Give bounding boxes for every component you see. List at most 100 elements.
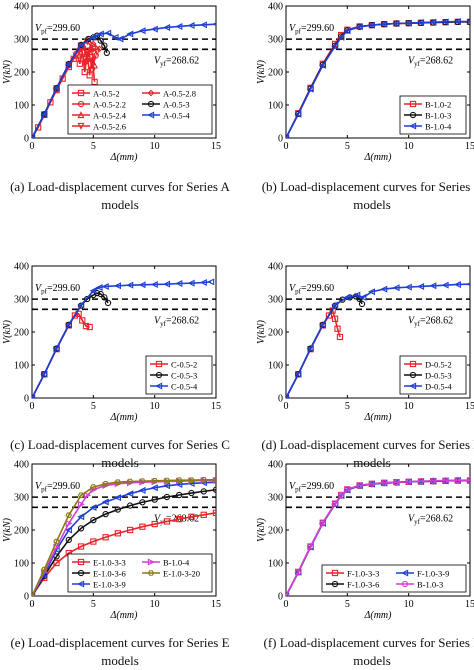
panel-f-annotation-0: Vpf=299.60 <box>289 481 334 494</box>
panel-e-series-1-point <box>139 499 146 506</box>
panel-d-series-2-point <box>453 280 461 288</box>
panel-d-xtick-label: 5 <box>345 401 350 412</box>
panel-f-ytick-label: 200 <box>268 526 283 537</box>
panel-c-series-1-point <box>84 295 91 303</box>
panel-f-ytick-label: 100 <box>268 559 283 570</box>
panel-a-xtick-label: 10 <box>150 141 160 152</box>
panel-c-annotation-value: =299.60 <box>47 283 80 294</box>
panel-d-series-2-point <box>331 301 339 309</box>
panel-e-series-line-1 <box>32 488 216 596</box>
caption-b: (b) Load-displacement curves for Series … <box>252 178 474 214</box>
panel-e-annotation-0: Vpf=299.60 <box>35 481 80 494</box>
panel-f-ytick-label: 0 <box>278 592 283 603</box>
panel-b-legend-marker-1 <box>409 111 417 119</box>
panel-c-series-2-point <box>163 280 171 288</box>
panel-b-series-2-point <box>318 61 326 69</box>
panel-c-series-2-point <box>52 345 60 352</box>
panel-e-series-1-point <box>126 502 134 509</box>
panel-e-series-0-point <box>77 543 85 550</box>
panel-c-series-2-point <box>89 287 97 295</box>
panel-a-legend-marker-2 <box>77 111 85 119</box>
panel-e: 0 5 10 150100200300400Δ(mm)V(kN)Vpf=299.60V… <box>2 460 221 622</box>
panel-d-series-2-point <box>353 291 361 299</box>
panel-f-legend-label-2: F-1.0-3-9 <box>417 569 449 579</box>
panel-b-annotation-value: =268.62 <box>420 55 453 66</box>
panel-a-series-4-point <box>96 45 103 53</box>
panel-a-series-1-point <box>81 58 88 66</box>
panel-a-ylabel: V(kN) <box>2 59 13 84</box>
panel-a-legend-label-4: A-0.5-2.8 <box>163 89 196 99</box>
panel-f-series-3-point <box>307 543 314 550</box>
panel-b-xlabel: Δ(mm) <box>364 152 393 163</box>
panel-d-annotation-1: Vyf=268.62 <box>408 315 453 328</box>
caption-c-line2: models <box>101 455 139 470</box>
panel-a-annotation-symbol: V <box>35 23 43 34</box>
panel-e-series-1-point <box>151 496 158 503</box>
panel-d-legend-label-0: D-0.5-2 <box>425 360 452 370</box>
panel-e-legend-label-4: E-1.0-3-20 <box>163 569 200 579</box>
panel-c-series-2-point <box>126 281 134 289</box>
panel-e-series-2-point <box>64 526 72 534</box>
panel-d-annotation-symbol: V <box>408 315 416 326</box>
panel-b: 0 5 10 150100200300400Δ(mm)V(kN)Vpf=299.60V… <box>256 2 474 164</box>
panel-b-series-2-point <box>429 18 437 26</box>
panel-e-series-2-point <box>150 484 158 492</box>
panel-d-legend-label-1: D-0.5-3 <box>425 371 452 381</box>
panel-c-series-2-point <box>150 280 158 288</box>
panel-d-series-0-point <box>331 315 339 322</box>
panel-d-legend-marker-0 <box>409 360 417 368</box>
panel-d-series-line-0 <box>286 308 341 398</box>
panel-d: 0 5 10 150100200300400Δ(mm)V(kN)Vpf=299.60V… <box>256 262 474 424</box>
panel-d-annotation-symbol: V <box>289 283 297 294</box>
panel-e-series-3-point <box>84 491 92 499</box>
panel-e-xtick-label: 10 <box>150 599 160 610</box>
panel-f-annotation-sub: pf <box>295 486 302 494</box>
panel-a-ytick-label: 100 <box>14 101 29 112</box>
caption-d-line2: models <box>353 455 391 470</box>
panel-e-series-2-point <box>126 490 134 498</box>
panel-d-series-2-point <box>392 284 400 292</box>
panel-a-xlabel: Δ(mm) <box>110 152 139 163</box>
panel-e-series-1-point <box>200 488 207 495</box>
panel-d-series-group <box>286 280 470 398</box>
panel-a-series-4-point <box>32 134 36 138</box>
panel-d-annotation-0: Vpf=299.60 <box>289 283 334 296</box>
panel-d-legend-marker-2 <box>409 382 417 390</box>
panel-c-series-1-point <box>97 290 104 298</box>
panel-c-series-2-point <box>207 278 215 286</box>
panel-b-xtick-label: 0 <box>284 141 289 152</box>
panel-a-series-1-point <box>88 65 96 72</box>
panel-c-series-1-point <box>104 299 112 307</box>
panel-e-ytick-label: 400 <box>14 460 29 471</box>
panel-b-annotation-1: Vyf=268.62 <box>408 55 453 68</box>
panel-d-xtick-label: 0 <box>284 401 289 412</box>
panel-a-series-2-point <box>75 45 83 53</box>
panel-e-series-2-point <box>175 480 183 488</box>
panel-e-series-3-point <box>77 500 85 508</box>
panel-a-annotation-1: Vyf=268.62 <box>154 55 199 68</box>
panel-b-series-2-point <box>441 18 449 26</box>
panel-a-series-6-point <box>40 110 48 118</box>
panel-f-legend-marker-2 <box>401 569 409 577</box>
panel-f-legend-label-3: B-1.0-3 <box>417 580 443 590</box>
panel-e-legend: E-1.0-3-3E-1.0-3-6E-1.0-3-9 B-1.0-4E-1.0-… <box>67 553 213 593</box>
panel-c-xtick-label: 5 <box>91 401 96 412</box>
panel-e-series-line-3 <box>32 479 216 596</box>
panel-e-legend-box <box>67 553 213 593</box>
panel-d-series-2-point <box>359 293 367 301</box>
panel-a-legend-label-1: A-0.5-2.2 <box>93 100 126 110</box>
panel-d-series-0-point <box>336 333 344 341</box>
panel-a-series-6-point <box>89 33 97 41</box>
panel-c-legend-marker-2 <box>155 382 163 390</box>
panel-e-series-3-point <box>65 519 73 527</box>
panel-e-series-1-point <box>90 516 97 524</box>
panel-d-ytick-label: 0 <box>278 394 283 405</box>
panel-d-series-1-point <box>358 300 366 308</box>
panel-a-series-6-point <box>150 25 158 33</box>
panel-b-series-group <box>286 18 470 138</box>
panel-e-series-4-point <box>188 477 195 483</box>
panel-a-legend-label-2: A-0.5-2.4 <box>93 111 127 121</box>
caption-f-line2: models <box>353 653 391 668</box>
panel-d-legend-marker-1 <box>409 371 417 379</box>
panel-e-series-2-point <box>163 482 171 490</box>
